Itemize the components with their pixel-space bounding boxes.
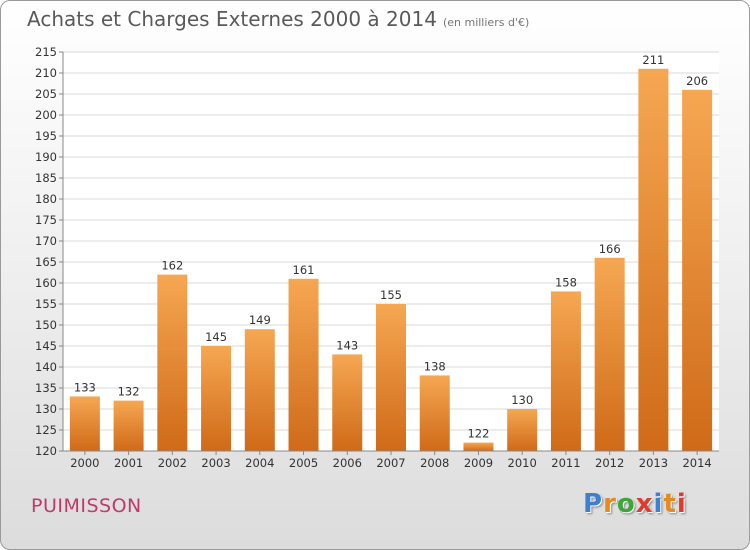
logo-letter: r (603, 489, 617, 519)
x-tick-label: 2007 (376, 456, 405, 470)
bar (113, 400, 144, 451)
bar (157, 274, 188, 451)
bar (594, 257, 625, 451)
x-tick-label: 2003 (201, 456, 230, 470)
y-tick-label: 150 (35, 318, 57, 332)
logo-letter: P (583, 489, 604, 519)
y-tick-label: 215 (35, 45, 57, 59)
bar (550, 291, 581, 451)
y-tick-label: 190 (35, 150, 57, 164)
y-tick-label: 200 (35, 108, 57, 122)
x-tick-label: 2010 (508, 456, 537, 470)
proxiti-logo: Proxiti (583, 489, 687, 519)
chart-title: Achats et Charges Externes 2000 à 2014 (e… (27, 7, 529, 31)
data-label: 166 (599, 242, 621, 256)
logo-letter: t (663, 489, 677, 519)
y-tick-label: 175 (35, 213, 57, 227)
data-label: 133 (74, 380, 96, 394)
y-tick-label: 185 (35, 171, 57, 185)
x-tick-label: 2012 (595, 456, 624, 470)
y-tick-label: 160 (35, 276, 57, 290)
data-label: 122 (467, 427, 489, 441)
x-tick-label: 2004 (245, 456, 274, 470)
x-tick-label: 2002 (158, 456, 187, 470)
bar (507, 409, 538, 451)
bar (201, 346, 232, 451)
bar (682, 89, 713, 452)
y-tick-label: 120 (35, 444, 57, 458)
bar (376, 304, 406, 451)
data-label: 206 (686, 74, 708, 88)
bar (332, 354, 363, 451)
x-tick-label: 2009 (464, 456, 493, 470)
bar (638, 68, 669, 452)
logo-letter: x (635, 489, 654, 519)
logo-letter: o (616, 489, 636, 519)
x-tick-label: 2014 (682, 456, 711, 470)
x-tick-label: 2005 (289, 456, 318, 470)
y-tick-label: 210 (35, 66, 57, 80)
y-tick-label: 130 (35, 402, 57, 416)
bar (244, 329, 275, 451)
bar (419, 375, 450, 451)
y-tick-label: 170 (35, 234, 57, 248)
y-tick-label: 195 (35, 129, 57, 143)
chart-title-text: Achats et Charges Externes 2000 à 2014 (27, 7, 437, 31)
y-tick-label: 205 (35, 87, 57, 101)
x-tick-label: 2013 (639, 456, 668, 470)
data-label: 158 (555, 275, 577, 289)
data-label: 211 (642, 53, 664, 67)
data-label: 138 (424, 359, 446, 373)
data-label: 130 (511, 393, 533, 407)
bar (463, 442, 494, 451)
data-label: 155 (380, 288, 402, 302)
y-tick-label: 165 (35, 255, 57, 269)
x-tick-label: 2006 (333, 456, 362, 470)
y-tick-label: 125 (35, 423, 57, 437)
x-tick-label: 2008 (420, 456, 449, 470)
bar (69, 396, 100, 451)
y-tick-label: 145 (35, 339, 57, 353)
x-tick-label: 2000 (70, 456, 99, 470)
data-label: 161 (293, 263, 315, 277)
y-tick-label: 155 (35, 297, 57, 311)
y-tick-label: 180 (35, 192, 57, 206)
data-label: 162 (161, 259, 183, 273)
data-label: 145 (205, 330, 227, 344)
logo-letter: i (653, 489, 664, 519)
bar (288, 278, 319, 451)
y-tick-label: 140 (35, 360, 57, 374)
x-tick-label: 2011 (551, 456, 580, 470)
town-name: PUIMISSON (31, 495, 142, 517)
data-label: 132 (118, 385, 140, 399)
data-label: 149 (249, 313, 271, 327)
x-tick-label: 2001 (114, 456, 143, 470)
y-tick-label: 135 (35, 381, 57, 395)
logo-letter: i (676, 489, 687, 519)
data-label: 143 (336, 338, 358, 352)
chart-subtitle: (en milliers d'€) (442, 16, 530, 29)
